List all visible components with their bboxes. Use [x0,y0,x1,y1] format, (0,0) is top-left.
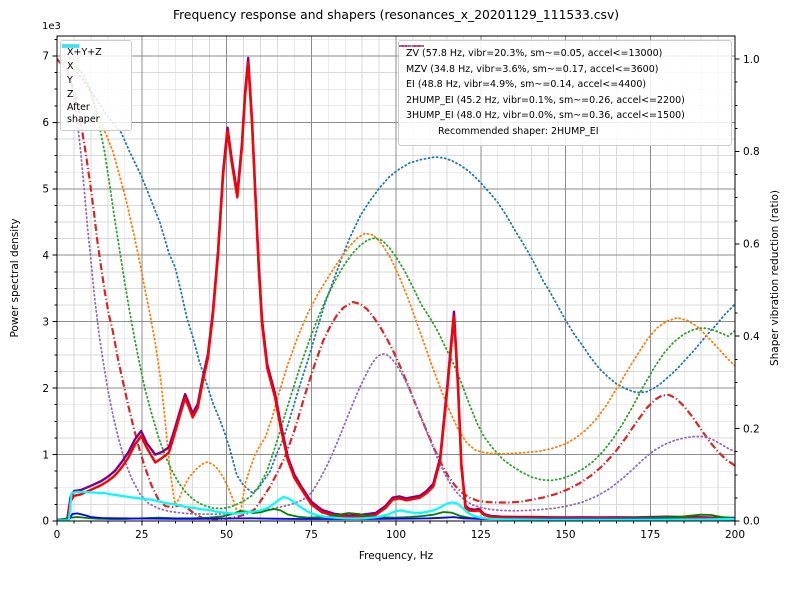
tick-label: 2 [42,383,49,395]
tick-label: 150 [555,529,575,541]
tick-label: 3 [42,316,49,328]
legend-item: X [62,44,125,73]
legend-item: MZV (34.8 Hz, vibr=3.6%, sm~=0.17, accel… [399,45,724,78]
psd-legend: X+Y+Z X Y Z After shaper [60,40,132,131]
tick-label: 0.0 [743,516,760,528]
series-x [57,61,735,521]
tick-label: 25 [135,529,148,541]
legend-item: 3HUMP_EI (48.0 Hz, vibr=0.0%, sm~=0.36, … [399,45,724,124]
legend-label: MZV (34.8 Hz, vibr=3.6%, sm~=0.17, accel… [406,63,659,75]
legend-label: EI (48.8 Hz, vibr=4.9%, sm~=0.14, accel<… [406,79,647,91]
legend-item: Z [62,44,125,101]
legend-item: ZV (57.8 Hz, vibr=20.3%, sm~=0.05, accel… [399,45,724,62]
tick-label: 0 [54,529,61,541]
legend-item: After shaper [62,44,125,125]
chart-title: Frequency response and shapers (resonanc… [172,8,620,22]
tick-label: 1.0 [743,54,760,66]
tick-label: 0.8 [743,146,760,158]
series-ei [57,58,735,510]
series-zv [57,58,735,494]
tick-label: 75 [305,529,318,541]
left-y-axis-label: Power spectral density [9,218,21,338]
legend-label: Z [67,88,74,100]
tick-label: 0.4 [743,331,760,343]
series-3hump-ei [57,58,735,515]
legend-line-sample [62,44,79,48]
legend-line-sample [399,45,425,47]
legend-label: 3HUMP_EI (48.0 Hz, vibr=0.0%, sm~=0.36, … [406,110,685,122]
legend-item: EI (48.8 Hz, vibr=4.9%, sm~=0.14, accel<… [399,45,724,93]
tick-label: 100 [386,529,406,541]
tick-label: 200 [725,529,745,541]
tick-label: 0.2 [743,423,760,435]
series-2hump-ei [57,58,735,521]
legend-label: ZV (57.8 Hz, vibr=20.3%, sm~=0.05, accel… [406,48,663,59]
legend-label: After shaper [67,102,100,125]
series-mzv [57,58,735,514]
legend-note-row: Recommended shaper: 2HUMP_EI [406,124,724,140]
recommended-shaper-note: Recommended shaper: 2HUMP_EI [438,125,599,137]
tick-label: 0.6 [743,239,760,251]
right-y-axis-label: Shaper vibration reduction (ratio) [769,189,781,367]
legend-label: X+Y+Z [67,46,102,58]
tick-label: 0 [42,516,49,528]
tick-label: 50 [220,529,233,541]
legend-label: 2HUMP_EI (45.2 Hz, vibr=0.1%, sm~=0.26, … [406,94,685,106]
tick-label: 125 [471,529,491,541]
legend-label: Y [67,74,73,86]
x-axis-label: Frequency, Hz [358,550,434,562]
series-after-shaper [57,490,735,521]
legend-label: X [67,60,74,72]
tick-label: 1 [42,449,49,461]
tick-label: 175 [640,529,660,541]
tick-label: 6 [42,117,49,129]
legend-item: Y [62,44,125,87]
shaper-legend: ZV (57.8 Hz, vibr=20.3%, sm~=0.05, accel… [398,40,732,146]
legend-item: 2HUMP_EI (45.2 Hz, vibr=0.1%, sm~=0.26, … [400,45,724,109]
tick-label: 4 [42,250,49,262]
left-axis-offset-text: 1e3 [42,21,61,32]
tick-label: 7 [42,51,49,63]
tick-label: 5 [42,184,49,196]
